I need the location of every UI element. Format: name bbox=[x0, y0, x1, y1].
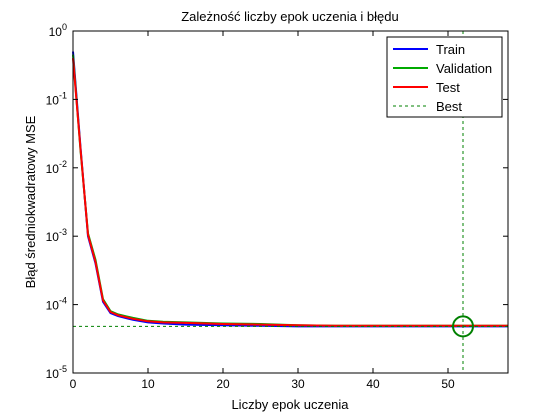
series-line-test bbox=[72, 58, 508, 327]
legend-label-train: Train bbox=[436, 42, 465, 57]
y-tick-label: 10-5 bbox=[46, 364, 67, 381]
x-tick-label: 10 bbox=[141, 377, 155, 391]
y-tick-label: 10-4 bbox=[46, 296, 67, 313]
y-tick-base: 10 bbox=[46, 93, 60, 107]
y-tick-exponent: 0 bbox=[62, 22, 67, 32]
y-tick-label: 10-1 bbox=[46, 90, 67, 107]
y-axis-title: Błąd średniokwadratowy MSE bbox=[23, 115, 38, 288]
y-tick-label: 100 bbox=[49, 22, 67, 39]
x-tick-label: 40 bbox=[366, 377, 380, 391]
x-tick-label: 30 bbox=[291, 377, 305, 391]
y-tick-exponent: -3 bbox=[59, 227, 67, 237]
legend-label-best: Best bbox=[436, 99, 462, 114]
x-tick-label: 0 bbox=[70, 377, 77, 391]
x-tick-label: 20 bbox=[216, 377, 230, 391]
y-tick-base: 10 bbox=[46, 162, 60, 176]
x-tick-label: 50 bbox=[441, 377, 455, 391]
best-marker bbox=[452, 315, 474, 338]
y-tick-label: 10-2 bbox=[46, 159, 67, 176]
legend-label-test: Test bbox=[436, 80, 460, 95]
legend: Train Validation Test Best bbox=[386, 36, 503, 118]
y-tick-exponent: -5 bbox=[59, 364, 67, 374]
legend-label-validation: Validation bbox=[436, 61, 492, 76]
chart-title: Zależność liczby epok uczenia i błędu bbox=[181, 9, 399, 24]
y-tick-exponent: -4 bbox=[59, 296, 67, 306]
y-tick-label: 10-3 bbox=[46, 227, 67, 244]
y-tick-base: 10 bbox=[46, 299, 60, 313]
x-axis-title: Liczby epok uczenia bbox=[231, 397, 349, 412]
y-tick-exponent: -2 bbox=[59, 159, 67, 169]
y-tick-base: 10 bbox=[46, 367, 60, 381]
plot-frame bbox=[72, 30, 509, 374]
y-tick-exponent: -1 bbox=[59, 90, 67, 100]
legend-box bbox=[386, 36, 503, 118]
y-tick-base: 10 bbox=[46, 230, 60, 244]
y-tick-base: 10 bbox=[49, 25, 63, 39]
